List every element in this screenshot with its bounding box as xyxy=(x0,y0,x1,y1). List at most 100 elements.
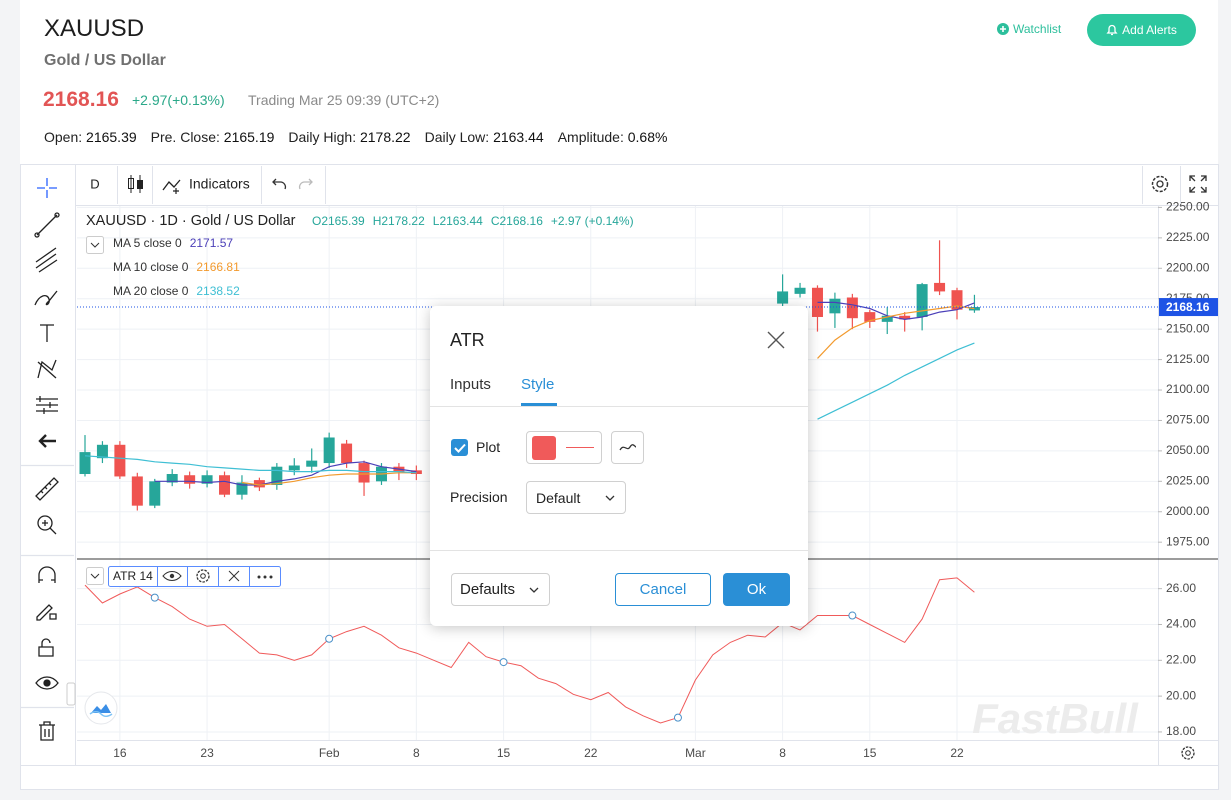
ruler-tool[interactable] xyxy=(35,477,59,501)
y-tick-label: 2150.00 xyxy=(1166,321,1210,335)
ma-legend-name: MA 20 close 0 xyxy=(113,284,189,298)
candle-body xyxy=(236,482,248,495)
indicator-name: ATR 14 xyxy=(113,569,153,583)
add-alerts-button[interactable]: Add Alerts xyxy=(1087,14,1196,46)
cancel-button[interactable]: Cancel xyxy=(615,573,711,606)
ohlc-value: H2178.22 xyxy=(373,214,425,228)
candle-body xyxy=(794,287,806,294)
visibility-tool[interactable] xyxy=(35,676,59,690)
x-tick-label: 16 xyxy=(113,746,127,760)
legend-collapse[interactable] xyxy=(86,567,104,585)
hide-indicator[interactable] xyxy=(162,571,182,581)
candle-body xyxy=(96,444,108,459)
tool-dot xyxy=(54,212,60,218)
defaults-select[interactable]: Defaults xyxy=(451,573,550,606)
x-tick-label: 8 xyxy=(779,746,786,760)
caret xyxy=(90,242,100,248)
candle-body xyxy=(306,460,318,467)
axis-settings[interactable] xyxy=(1181,746,1195,760)
indicator-marker xyxy=(848,611,857,620)
candle-body xyxy=(341,443,353,464)
back-tool[interactable] xyxy=(38,434,56,448)
candle-body xyxy=(358,463,370,483)
candle-body xyxy=(219,475,231,495)
x-tick-label: 15 xyxy=(497,746,511,760)
chart-type-button[interactable] xyxy=(128,175,143,193)
indicators-button[interactable]: Indicators xyxy=(189,176,250,192)
stat-label: Pre. Close: xyxy=(150,129,220,145)
ma-legend-name: MA 5 close 0 xyxy=(113,236,182,250)
stat-label: Daily Low: xyxy=(424,129,490,145)
precision-value: Default xyxy=(536,489,581,506)
stat: Amplitude: 0.68% xyxy=(558,129,668,145)
candle-body xyxy=(846,297,858,319)
prediction-tool[interactable] xyxy=(36,396,58,414)
candle-body xyxy=(253,480,265,488)
dialog-title: ATR xyxy=(450,330,485,350)
trash-tool[interactable] xyxy=(39,721,55,741)
plus-icon xyxy=(997,23,1009,35)
tool-dot xyxy=(34,232,40,238)
settings-button[interactable] xyxy=(1151,175,1169,193)
ma-legend-value: 2166.81 xyxy=(196,260,240,274)
ohlc-legend: O2165.39 H2178.22 L2163.44 C2168.16 +2.97 (+… xyxy=(312,214,634,228)
plot-label: Plot xyxy=(476,439,501,455)
lock-drawing-tool[interactable] xyxy=(36,604,57,621)
indicator-pill xyxy=(108,566,281,587)
symbol-name: Gold / US Dollar xyxy=(44,52,166,69)
plot-color-button[interactable] xyxy=(526,431,602,464)
interval-button[interactable]: D xyxy=(90,176,99,191)
candle-body xyxy=(881,315,893,322)
symbol: XAUUSD xyxy=(44,15,145,42)
brush-tool[interactable] xyxy=(34,290,58,306)
ma-line xyxy=(84,342,975,474)
redo-button[interactable] xyxy=(298,178,313,190)
eye-pupil xyxy=(43,679,51,687)
legend-collapse[interactable] xyxy=(86,236,104,254)
close-button[interactable] xyxy=(767,331,785,349)
tab-style[interactable]: Style xyxy=(521,376,555,393)
atr-legend: ATR 14 xyxy=(86,566,281,587)
plot-checkbox[interactable] xyxy=(451,439,468,456)
fullscreen-button[interactable] xyxy=(1189,175,1207,193)
main-pane xyxy=(77,240,1158,511)
x-tick-label: 8 xyxy=(413,746,420,760)
remove-indicator[interactable] xyxy=(228,570,240,582)
color-swatch xyxy=(532,435,556,460)
main-legend: XAUUSD · 1D · Gold / US Dollar O2165.39 H… xyxy=(86,213,634,254)
magnet-tool[interactable] xyxy=(38,566,56,583)
y-tick-label: 2000.00 xyxy=(1166,504,1210,518)
trading-time: Trading Mar 25 09:39 (UTC+2) xyxy=(248,92,440,108)
tab-inputs[interactable]: Inputs xyxy=(450,376,491,393)
stat-label: Daily High: xyxy=(288,129,357,145)
watchlist-button[interactable]: Watchlist xyxy=(997,22,1061,36)
pattern-tool[interactable] xyxy=(37,359,57,379)
collapse-toolbar[interactable] xyxy=(66,682,76,706)
logo-button[interactable] xyxy=(84,691,118,725)
trend-line-tool[interactable] xyxy=(36,214,58,236)
lock-tool[interactable] xyxy=(38,638,54,657)
more-button[interactable] xyxy=(257,575,273,579)
y-tick-label: 2200.00 xyxy=(1166,260,1210,274)
ok-button[interactable]: Ok xyxy=(723,573,790,606)
caret xyxy=(90,573,100,579)
crosshair-tool[interactable] xyxy=(37,178,57,198)
candle-body xyxy=(131,476,143,506)
text-tool[interactable] xyxy=(40,324,54,342)
candle-body xyxy=(288,465,300,471)
y-tick-label: 2075.00 xyxy=(1166,413,1210,427)
precision-label: Precision xyxy=(450,489,508,505)
precision-select[interactable]: Default xyxy=(526,481,626,514)
ohlc-value: L2163.44 xyxy=(433,214,483,228)
indicator-settings[interactable] xyxy=(196,569,210,583)
candle-body xyxy=(811,287,823,317)
tab-underline xyxy=(521,403,557,406)
stat: Daily High: 2178.22 xyxy=(288,129,410,145)
fib-tool[interactable] xyxy=(35,247,58,273)
undo-button[interactable] xyxy=(272,178,287,190)
zoom-tool[interactable] xyxy=(37,515,53,531)
ma-legend-value: 2171.57 xyxy=(190,236,234,250)
y-tick-label: 2225.00 xyxy=(1166,230,1210,244)
plot-style-button[interactable] xyxy=(611,431,644,464)
candle-body xyxy=(934,282,946,292)
